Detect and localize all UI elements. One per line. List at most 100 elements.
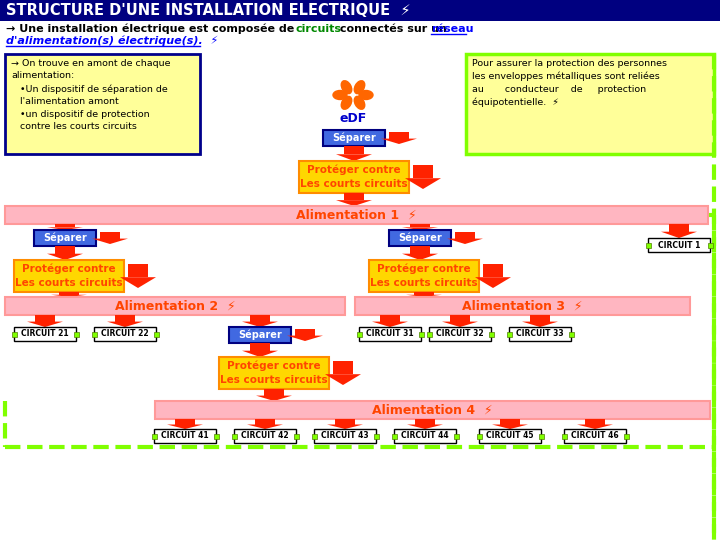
- Text: CIRCUIT 45: CIRCUIT 45: [486, 431, 534, 441]
- Text: CIRCUIT 44: CIRCUIT 44: [401, 431, 449, 441]
- Bar: [91, 332, 96, 336]
- Bar: [229, 327, 291, 343]
- Bar: [369, 260, 479, 292]
- Text: Alimentation 2  ⚡: Alimentation 2 ⚡: [114, 300, 235, 313]
- Bar: [14, 327, 76, 341]
- Text: eDF: eDF: [339, 112, 366, 125]
- Bar: [314, 429, 376, 443]
- Polygon shape: [492, 424, 528, 429]
- Bar: [359, 327, 421, 341]
- Polygon shape: [59, 292, 79, 295]
- Bar: [312, 434, 317, 438]
- Bar: [214, 434, 218, 438]
- Ellipse shape: [354, 96, 365, 109]
- Polygon shape: [344, 193, 364, 200]
- Bar: [479, 429, 541, 443]
- Bar: [232, 434, 236, 438]
- Polygon shape: [128, 264, 148, 277]
- Polygon shape: [402, 227, 438, 230]
- Polygon shape: [264, 389, 284, 396]
- Bar: [569, 332, 574, 336]
- Polygon shape: [47, 254, 83, 260]
- Polygon shape: [327, 424, 363, 429]
- Ellipse shape: [333, 91, 347, 99]
- Bar: [392, 434, 397, 438]
- Polygon shape: [336, 154, 372, 161]
- Polygon shape: [92, 239, 128, 244]
- Polygon shape: [447, 239, 483, 244]
- Bar: [624, 434, 629, 438]
- Text: Les courts circuits: Les courts circuits: [220, 375, 328, 385]
- Bar: [394, 429, 456, 443]
- Bar: [648, 238, 710, 252]
- Bar: [219, 357, 329, 389]
- Bar: [646, 242, 650, 247]
- Bar: [5, 297, 345, 315]
- Polygon shape: [442, 322, 478, 327]
- Polygon shape: [669, 224, 689, 232]
- Bar: [488, 332, 493, 336]
- Polygon shape: [250, 343, 270, 350]
- Polygon shape: [407, 424, 443, 429]
- Polygon shape: [27, 322, 63, 327]
- Text: CIRCUIT 42: CIRCUIT 42: [241, 431, 289, 441]
- Polygon shape: [242, 350, 278, 357]
- Text: → On trouve en amont de chaque
alimentation:
   •Un dispositif de séparation de
: → On trouve en amont de chaque alimentat…: [11, 59, 171, 131]
- Text: CIRCUIT 22: CIRCUIT 22: [102, 329, 149, 339]
- Bar: [12, 332, 17, 336]
- Polygon shape: [381, 139, 417, 144]
- Bar: [506, 332, 511, 336]
- Bar: [564, 429, 626, 443]
- Bar: [155, 401, 710, 419]
- Bar: [234, 429, 296, 443]
- Bar: [5, 206, 708, 224]
- Bar: [374, 434, 379, 438]
- Bar: [466, 54, 714, 154]
- Polygon shape: [577, 424, 613, 429]
- Text: Les courts circuits: Les courts circuits: [15, 278, 123, 288]
- Polygon shape: [100, 232, 120, 239]
- Bar: [5, 54, 200, 154]
- Polygon shape: [333, 361, 353, 374]
- Polygon shape: [55, 246, 75, 254]
- Ellipse shape: [341, 81, 352, 93]
- Text: Protéger contre: Protéger contre: [22, 264, 116, 274]
- Text: Les courts circuits: Les courts circuits: [370, 278, 478, 288]
- Polygon shape: [402, 254, 438, 260]
- Text: Séparer: Séparer: [398, 233, 442, 243]
- Bar: [355, 297, 690, 315]
- Polygon shape: [405, 178, 441, 189]
- Bar: [477, 434, 482, 438]
- Polygon shape: [406, 295, 442, 297]
- Text: CIRCUIT 46: CIRCUIT 46: [571, 431, 618, 441]
- Text: Alimentation 3  ⚡: Alimentation 3 ⚡: [462, 300, 582, 313]
- Bar: [539, 434, 544, 438]
- Polygon shape: [51, 295, 87, 297]
- Ellipse shape: [354, 81, 365, 93]
- Bar: [14, 260, 124, 292]
- Bar: [426, 332, 431, 336]
- Ellipse shape: [359, 91, 373, 99]
- Polygon shape: [242, 322, 278, 327]
- Polygon shape: [344, 146, 364, 154]
- Polygon shape: [483, 264, 503, 277]
- Bar: [154, 429, 216, 443]
- Polygon shape: [167, 424, 203, 429]
- Text: Protéger contre: Protéger contre: [228, 361, 321, 372]
- Bar: [323, 130, 385, 146]
- Polygon shape: [413, 165, 433, 178]
- Text: connectés sur un: connectés sur un: [336, 24, 451, 34]
- Text: STRUCTURE D'UNE INSTALLATION ELECTRIQUE  ⚡: STRUCTURE D'UNE INSTALLATION ELECTRIQUE …: [6, 3, 410, 18]
- Text: Alimentation 1  ⚡: Alimentation 1 ⚡: [296, 208, 417, 221]
- Bar: [294, 434, 299, 438]
- Polygon shape: [250, 315, 270, 322]
- Text: Protéger contre: Protéger contre: [377, 264, 471, 274]
- Text: d'alimentation(s) électrique(s).  ⚡: d'alimentation(s) électrique(s). ⚡: [6, 36, 218, 46]
- Bar: [153, 332, 158, 336]
- Polygon shape: [295, 329, 315, 335]
- Text: → Une installation électrique est composée de: → Une installation électrique est compos…: [6, 24, 298, 35]
- Bar: [356, 332, 361, 336]
- Bar: [0, 0, 720, 21]
- Bar: [94, 327, 156, 341]
- Polygon shape: [247, 424, 283, 429]
